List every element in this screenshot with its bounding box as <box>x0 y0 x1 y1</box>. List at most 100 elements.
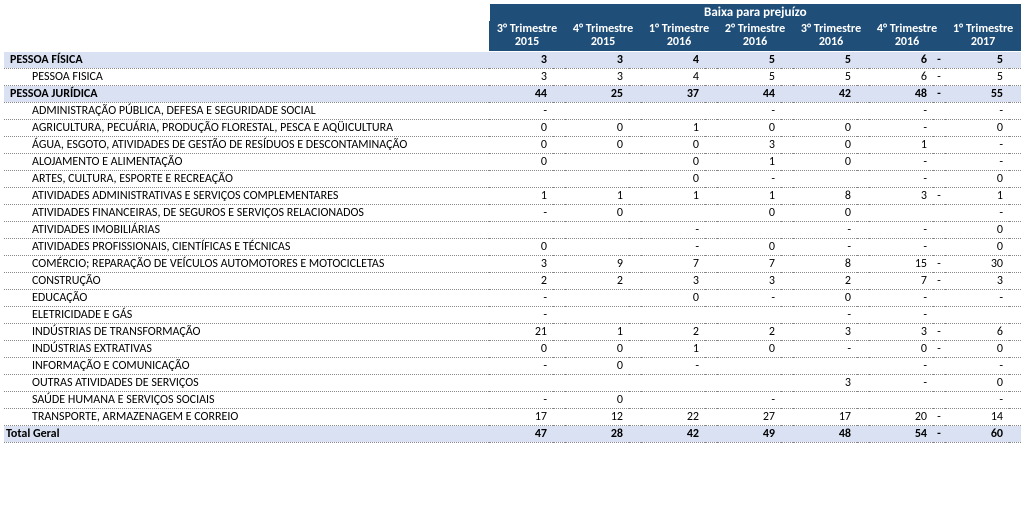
cell-dash <box>629 52 641 69</box>
cell-dash <box>781 103 793 120</box>
cell-dash <box>705 188 717 205</box>
cell-value <box>641 205 705 222</box>
cell-dash <box>553 426 565 443</box>
table-row: ÁGUA, ESGOTO, ATIVIDADES DE GESTÃO DE RE… <box>4 137 1021 154</box>
cell-dash <box>857 307 869 324</box>
cell-dash <box>629 375 641 392</box>
cell-dash <box>781 392 793 409</box>
cell-dash <box>553 273 565 290</box>
header-blank <box>4 4 489 21</box>
cell-value: 0 <box>489 154 553 171</box>
cell-value: 28 <box>565 426 629 443</box>
cell-value <box>565 154 629 171</box>
cell-dash <box>781 52 793 69</box>
cell-value: 0 <box>641 154 705 171</box>
cell-dash <box>1009 426 1021 443</box>
cell-dash <box>857 392 869 409</box>
cell-value: - <box>945 290 1009 307</box>
cell-value: 4 <box>641 52 705 69</box>
cell-dash <box>857 120 869 137</box>
cell-dash: - <box>933 188 945 205</box>
cell-value: 6 <box>945 324 1009 341</box>
cell-value: - <box>793 222 857 239</box>
cell-dash <box>553 86 565 103</box>
baixa-prejuizo-table: Baixa para prejuízo 3° Trimestre2015 4° … <box>4 4 1021 443</box>
cell-value: - <box>717 171 781 188</box>
cell-value: 25 <box>565 86 629 103</box>
cell-dash <box>629 307 641 324</box>
cell-dash <box>1009 86 1021 103</box>
cell-value <box>565 222 629 239</box>
cell-dash <box>705 103 717 120</box>
row-label: INDÚSTRIAS EXTRATIVAS <box>4 341 489 358</box>
cell-value: - <box>717 392 781 409</box>
cell-value <box>489 222 553 239</box>
cell-dash <box>1009 103 1021 120</box>
cell-dash <box>933 120 945 137</box>
cell-value: - <box>489 290 553 307</box>
cell-dash <box>629 188 641 205</box>
cell-value: - <box>945 103 1009 120</box>
cell-dash <box>781 188 793 205</box>
cell-dash <box>1009 409 1021 426</box>
cell-value: 1 <box>945 188 1009 205</box>
cell-dash <box>705 120 717 137</box>
table-row: EDUCAÇÃO-0-0-- <box>4 290 1021 307</box>
cell-value: 5 <box>793 52 857 69</box>
cell-dash <box>629 171 641 188</box>
cell-dash <box>781 154 793 171</box>
row-label: ATIVIDADES IMOBILIÁRIAS <box>4 222 489 239</box>
cell-dash <box>629 222 641 239</box>
cell-value: - <box>641 239 705 256</box>
cell-dash <box>553 137 565 154</box>
cell-value: 0 <box>565 205 629 222</box>
cell-dash <box>553 69 565 86</box>
cell-dash: - <box>933 52 945 69</box>
cell-value <box>793 103 857 120</box>
table-row: OUTRAS ATIVIDADES DE SERVIÇOS3-0 <box>4 375 1021 392</box>
cell-value: 30 <box>945 256 1009 273</box>
cell-value: - <box>869 222 933 239</box>
cell-dash <box>933 103 945 120</box>
row-label: COMÉRCIO; REPARAÇÃO DE VEÍCULOS AUTOMOTO… <box>4 256 489 273</box>
cell-value: 0 <box>793 137 857 154</box>
table-row: INFORMAÇÃO E COMUNICAÇÃO-0--- <box>4 358 1021 375</box>
cell-value <box>489 171 553 188</box>
cell-value: 1 <box>641 341 705 358</box>
cell-value: 3 <box>641 273 705 290</box>
col-header-3: 2° Trimestre2016 <box>717 21 793 52</box>
row-label: ARTES, CULTURA, ESPORTE E RECREAÇÃO <box>4 171 489 188</box>
cell-dash <box>705 86 717 103</box>
cell-dash <box>705 358 717 375</box>
cell-dash: - <box>933 273 945 290</box>
cell-dash <box>933 290 945 307</box>
cell-dash <box>629 324 641 341</box>
cell-dash <box>781 222 793 239</box>
cell-dash <box>857 256 869 273</box>
cell-value: 42 <box>793 86 857 103</box>
cell-value: - <box>489 307 553 324</box>
row-label: EDUCAÇÃO <box>4 290 489 307</box>
cell-dash <box>857 103 869 120</box>
row-label: ATIVIDADES ADMINISTRATIVAS E SERVIÇOS CO… <box>4 188 489 205</box>
cell-value: 54 <box>869 426 933 443</box>
cell-value: 1 <box>565 324 629 341</box>
cell-dash <box>629 273 641 290</box>
row-label: PESSOA FISICA <box>4 69 489 86</box>
cell-value: 0 <box>565 137 629 154</box>
cell-dash <box>629 86 641 103</box>
cell-value: 3 <box>793 375 857 392</box>
cell-dash <box>705 375 717 392</box>
cell-dash <box>629 69 641 86</box>
cell-value: 1 <box>565 188 629 205</box>
row-label: ÁGUA, ESGOTO, ATIVIDADES DE GESTÃO DE RE… <box>4 137 489 154</box>
cell-value: 9 <box>565 256 629 273</box>
cell-value <box>793 358 857 375</box>
cell-value <box>793 392 857 409</box>
cell-value <box>717 358 781 375</box>
table-row: CONSTRUÇÃO223327-3 <box>4 273 1021 290</box>
cell-dash <box>629 409 641 426</box>
cell-dash <box>1009 358 1021 375</box>
cell-dash <box>781 341 793 358</box>
cell-dash <box>857 222 869 239</box>
